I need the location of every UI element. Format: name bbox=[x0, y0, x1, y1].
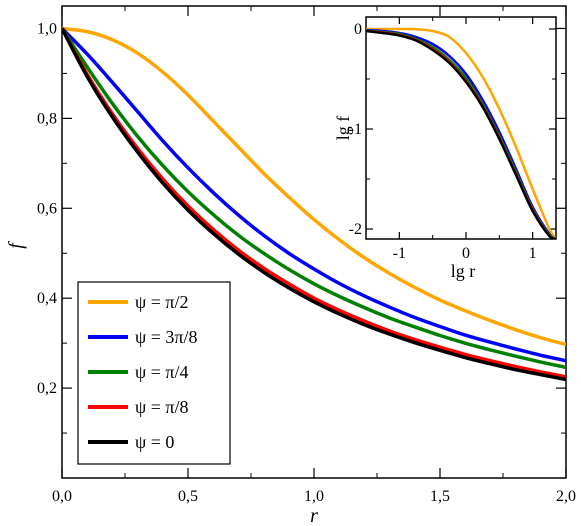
inset-x-tick-label: 1 bbox=[529, 245, 537, 262]
main-x-tick-label: 1,5 bbox=[430, 488, 450, 505]
legend-label: ψ = π/2 bbox=[135, 292, 189, 312]
main-series-group bbox=[62, 26, 566, 382]
main-y-tick-label: 0,2 bbox=[37, 380, 57, 397]
inset-series-line bbox=[366, 27, 556, 239]
main-x-tick-label: 0,5 bbox=[178, 488, 198, 505]
main-y-tick-label: 0,8 bbox=[37, 110, 57, 127]
legend: ψ = π/2 ψ = 3π/8 ψ = π/4 ψ = π/8 ψ = 0 bbox=[77, 281, 231, 465]
main-x-tick-label: 2,0 bbox=[556, 488, 576, 505]
inset-series-group bbox=[366, 27, 556, 239]
main-x-tick-label: 1,0 bbox=[304, 488, 324, 505]
main-series-line bbox=[62, 27, 566, 370]
inset-plot-frame bbox=[365, 16, 557, 240]
legend-label: ψ = 3π/8 bbox=[135, 327, 198, 347]
main-x-axis-label: r bbox=[310, 505, 318, 526]
main-series-line bbox=[62, 26, 566, 347]
main-y-tick-label: 1,0 bbox=[37, 20, 57, 37]
inset-x-tick-label: -1 bbox=[393, 245, 406, 262]
inset-y-tick-label: -1 bbox=[349, 121, 362, 138]
inset-x-axis-label: lg r bbox=[451, 261, 476, 281]
legend-label: ψ = π/4 bbox=[135, 362, 189, 382]
main-series-line bbox=[62, 27, 566, 382]
legend-label: ψ = 0 bbox=[135, 432, 174, 452]
inset-y-tick-label: 0 bbox=[354, 21, 362, 38]
main-series-line bbox=[62, 27, 566, 363]
main-x-tick-label: 0,0 bbox=[52, 488, 72, 505]
legend-label: ψ = π/8 bbox=[135, 397, 189, 417]
main-y-axis-label: f bbox=[5, 241, 27, 249]
main-series-line bbox=[62, 27, 566, 379]
main-y-tick-label: 0,4 bbox=[37, 290, 57, 307]
inset-series-line bbox=[366, 29, 556, 239]
inset-background bbox=[366, 17, 556, 239]
main-y-tick-label: 0,6 bbox=[37, 200, 57, 217]
inset-x-tick-label: 0 bbox=[462, 245, 470, 262]
inset-y-tick-label: -2 bbox=[349, 221, 362, 238]
main-plot: 0,0 0,5 1,0 1,5 2,00,20,40,60,81,0rf bbox=[5, 5, 576, 526]
inset-y-axis-label: lg f bbox=[333, 116, 353, 141]
